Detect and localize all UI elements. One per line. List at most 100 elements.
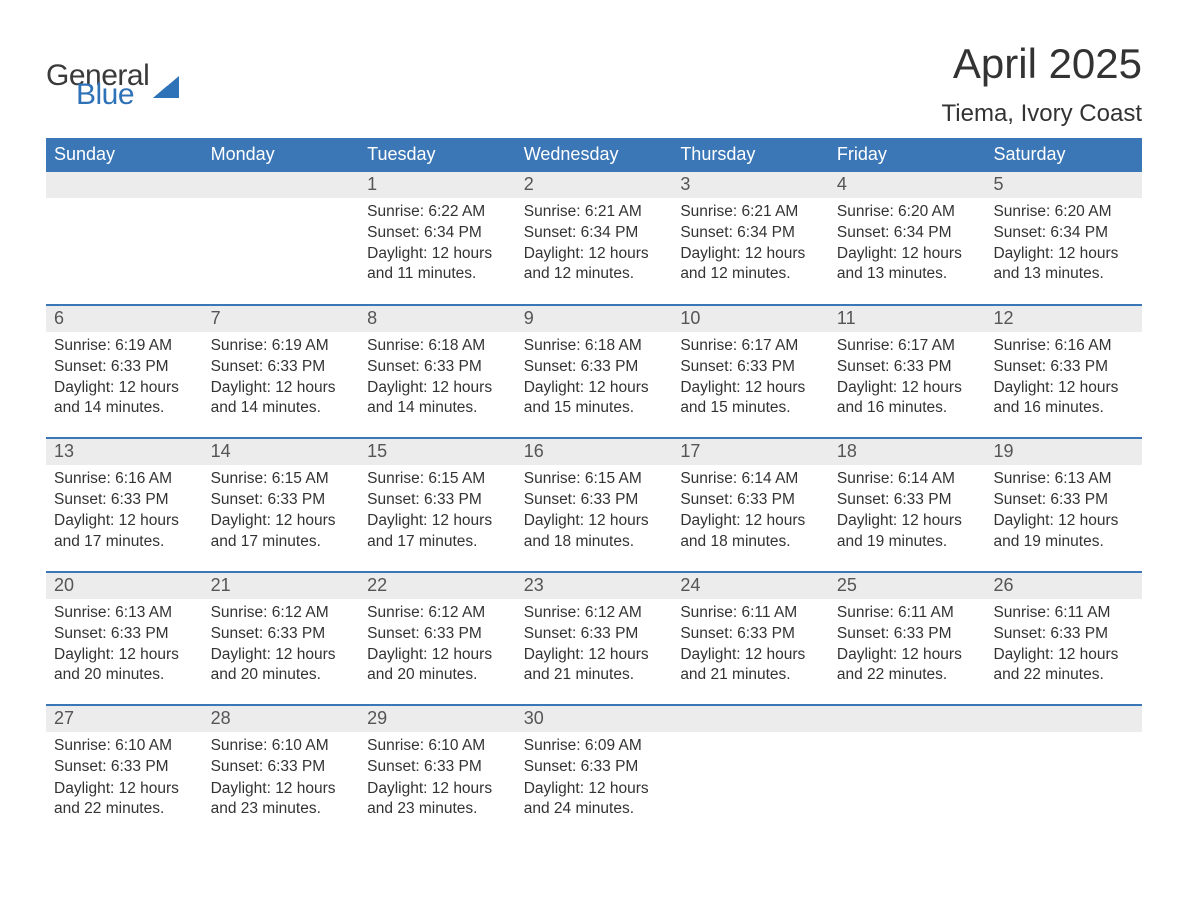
day-number: 6 [46, 306, 203, 332]
day-cell: 19Sunrise: 6:13 AMSunset: 6:33 PMDayligh… [985, 439, 1142, 571]
day-content: Sunrise: 6:10 AMSunset: 6:33 PMDaylight:… [203, 732, 360, 838]
sunrise-line: Sunrise: 6:18 AM [367, 336, 508, 356]
sunset-line: Sunset: 6:33 PM [211, 357, 352, 377]
day-cell: 14Sunrise: 6:15 AMSunset: 6:33 PMDayligh… [203, 439, 360, 571]
daylight-line: Daylight: 12 hours and 23 minutes. [211, 779, 352, 819]
daylight-line: Daylight: 12 hours and 11 minutes. [367, 244, 508, 284]
day-cell: 25Sunrise: 6:11 AMSunset: 6:33 PMDayligh… [829, 573, 986, 705]
week-row: 13Sunrise: 6:16 AMSunset: 6:33 PMDayligh… [46, 437, 1142, 571]
sunset-line: Sunset: 6:33 PM [211, 757, 352, 777]
sunset-line: Sunset: 6:33 PM [837, 357, 978, 377]
daylight-line: Daylight: 12 hours and 21 minutes. [680, 645, 821, 685]
day-number: 9 [516, 306, 673, 332]
sunrise-line: Sunrise: 6:20 AM [837, 202, 978, 222]
daylight-line: Daylight: 12 hours and 15 minutes. [680, 378, 821, 418]
weekday-header: Thursday [672, 138, 829, 172]
day-content: Sunrise: 6:11 AMSunset: 6:33 PMDaylight:… [672, 599, 829, 705]
day-number: 19 [985, 439, 1142, 465]
sunrise-line: Sunrise: 6:11 AM [680, 603, 821, 623]
daylight-line: Daylight: 12 hours and 12 minutes. [524, 244, 665, 284]
day-cell: 4Sunrise: 6:20 AMSunset: 6:34 PMDaylight… [829, 172, 986, 304]
day-number: 23 [516, 573, 673, 599]
day-cell: 7Sunrise: 6:19 AMSunset: 6:33 PMDaylight… [203, 306, 360, 438]
sunrise-line: Sunrise: 6:13 AM [54, 603, 195, 623]
sunrise-line: Sunrise: 6:19 AM [54, 336, 195, 356]
sunrise-line: Sunrise: 6:15 AM [367, 469, 508, 489]
day-cell [985, 706, 1142, 838]
daylight-line: Daylight: 12 hours and 16 minutes. [837, 378, 978, 418]
week-row: 1Sunrise: 6:22 AMSunset: 6:34 PMDaylight… [46, 172, 1142, 304]
month-title: April 2025 [942, 40, 1143, 88]
day-cell: 29Sunrise: 6:10 AMSunset: 6:33 PMDayligh… [359, 706, 516, 838]
sunrise-line: Sunrise: 6:12 AM [367, 603, 508, 623]
day-cell: 10Sunrise: 6:17 AMSunset: 6:33 PMDayligh… [672, 306, 829, 438]
day-content: Sunrise: 6:14 AMSunset: 6:33 PMDaylight:… [672, 465, 829, 571]
sunset-line: Sunset: 6:33 PM [837, 490, 978, 510]
daylight-line: Daylight: 12 hours and 19 minutes. [837, 511, 978, 551]
sunrise-line: Sunrise: 6:10 AM [367, 736, 508, 756]
calendar: SundayMondayTuesdayWednesdayThursdayFrid… [46, 138, 1142, 838]
day-content: Sunrise: 6:17 AMSunset: 6:33 PMDaylight:… [672, 332, 829, 438]
daylight-line: Daylight: 12 hours and 18 minutes. [524, 511, 665, 551]
sunrise-line: Sunrise: 6:18 AM [524, 336, 665, 356]
day-cell [203, 172, 360, 304]
daylight-line: Daylight: 12 hours and 22 minutes. [993, 645, 1134, 685]
day-cell: 12Sunrise: 6:16 AMSunset: 6:33 PMDayligh… [985, 306, 1142, 438]
day-content: Sunrise: 6:16 AMSunset: 6:33 PMDaylight:… [46, 465, 203, 571]
sunrise-line: Sunrise: 6:11 AM [993, 603, 1134, 623]
sunrise-line: Sunrise: 6:12 AM [524, 603, 665, 623]
sunset-line: Sunset: 6:33 PM [54, 757, 195, 777]
sunrise-line: Sunrise: 6:12 AM [211, 603, 352, 623]
sunset-line: Sunset: 6:33 PM [524, 357, 665, 377]
week-row: 20Sunrise: 6:13 AMSunset: 6:33 PMDayligh… [46, 571, 1142, 705]
sunrise-line: Sunrise: 6:20 AM [993, 202, 1134, 222]
daylight-line: Daylight: 12 hours and 20 minutes. [54, 645, 195, 685]
day-number: 8 [359, 306, 516, 332]
sunset-line: Sunset: 6:33 PM [54, 624, 195, 644]
sunrise-line: Sunrise: 6:09 AM [524, 736, 665, 756]
sunset-line: Sunset: 6:33 PM [524, 490, 665, 510]
daylight-line: Daylight: 12 hours and 13 minutes. [993, 244, 1134, 284]
day-cell: 18Sunrise: 6:14 AMSunset: 6:33 PMDayligh… [829, 439, 986, 571]
day-cell: 26Sunrise: 6:11 AMSunset: 6:33 PMDayligh… [985, 573, 1142, 705]
sunset-line: Sunset: 6:33 PM [680, 624, 821, 644]
daylight-line: Daylight: 12 hours and 18 minutes. [680, 511, 821, 551]
daylight-line: Daylight: 12 hours and 24 minutes. [524, 779, 665, 819]
day-number: 25 [829, 573, 986, 599]
daylight-line: Daylight: 12 hours and 14 minutes. [367, 378, 508, 418]
day-content: Sunrise: 6:16 AMSunset: 6:33 PMDaylight:… [985, 332, 1142, 438]
sunset-line: Sunset: 6:34 PM [524, 223, 665, 243]
day-number: 15 [359, 439, 516, 465]
day-cell: 8Sunrise: 6:18 AMSunset: 6:33 PMDaylight… [359, 306, 516, 438]
day-number: 27 [46, 706, 203, 732]
sunset-line: Sunset: 6:33 PM [524, 757, 665, 777]
day-number: 4 [829, 172, 986, 198]
day-content: Sunrise: 6:18 AMSunset: 6:33 PMDaylight:… [516, 332, 673, 438]
day-content: Sunrise: 6:22 AMSunset: 6:34 PMDaylight:… [359, 198, 516, 304]
day-cell: 3Sunrise: 6:21 AMSunset: 6:34 PMDaylight… [672, 172, 829, 304]
day-cell [829, 706, 986, 838]
sunrise-line: Sunrise: 6:14 AM [680, 469, 821, 489]
day-number: 13 [46, 439, 203, 465]
weekday-header: Saturday [985, 138, 1142, 172]
day-cell: 15 Sunrise: 6:15 AMSunset: 6:33 PMDayligh… [359, 439, 516, 571]
day-cell: 28Sunrise: 6:10 AMSunset: 6:33 PMDayligh… [203, 706, 360, 838]
weekday-header: Tuesday [359, 138, 516, 172]
day-content: Sunrise: 6:19 AMSunset: 6:33 PMDaylight:… [203, 332, 360, 438]
sunset-line: Sunset: 6:33 PM [54, 357, 195, 377]
day-cell: 9Sunrise: 6:18 AMSunset: 6:33 PMDaylight… [516, 306, 673, 438]
day-cell: 13Sunrise: 6:16 AMSunset: 6:33 PMDayligh… [46, 439, 203, 571]
day-content: Sunrise: 6:13 AMSunset: 6:33 PMDaylight:… [985, 465, 1142, 571]
sunset-line: Sunset: 6:34 PM [837, 223, 978, 243]
weekday-header-row: SundayMondayTuesdayWednesdayThursdayFrid… [46, 138, 1142, 172]
sunset-line: Sunset: 6:33 PM [993, 490, 1134, 510]
sunset-line: Sunset: 6:33 PM [367, 490, 508, 510]
sunrise-line: Sunrise: 6:21 AM [524, 202, 665, 222]
daylight-line: Daylight: 12 hours and 17 minutes. [367, 511, 508, 551]
sunrise-line: Sunrise: 6:16 AM [993, 336, 1134, 356]
day-number [672, 706, 829, 732]
week-row: 27Sunrise: 6:10 AMSunset: 6:33 PMDayligh… [46, 704, 1142, 838]
day-number: 18 [829, 439, 986, 465]
day-content: Sunrise: 6:09 AMSunset: 6:33 PMDaylight:… [516, 732, 673, 838]
day-number [203, 172, 360, 198]
